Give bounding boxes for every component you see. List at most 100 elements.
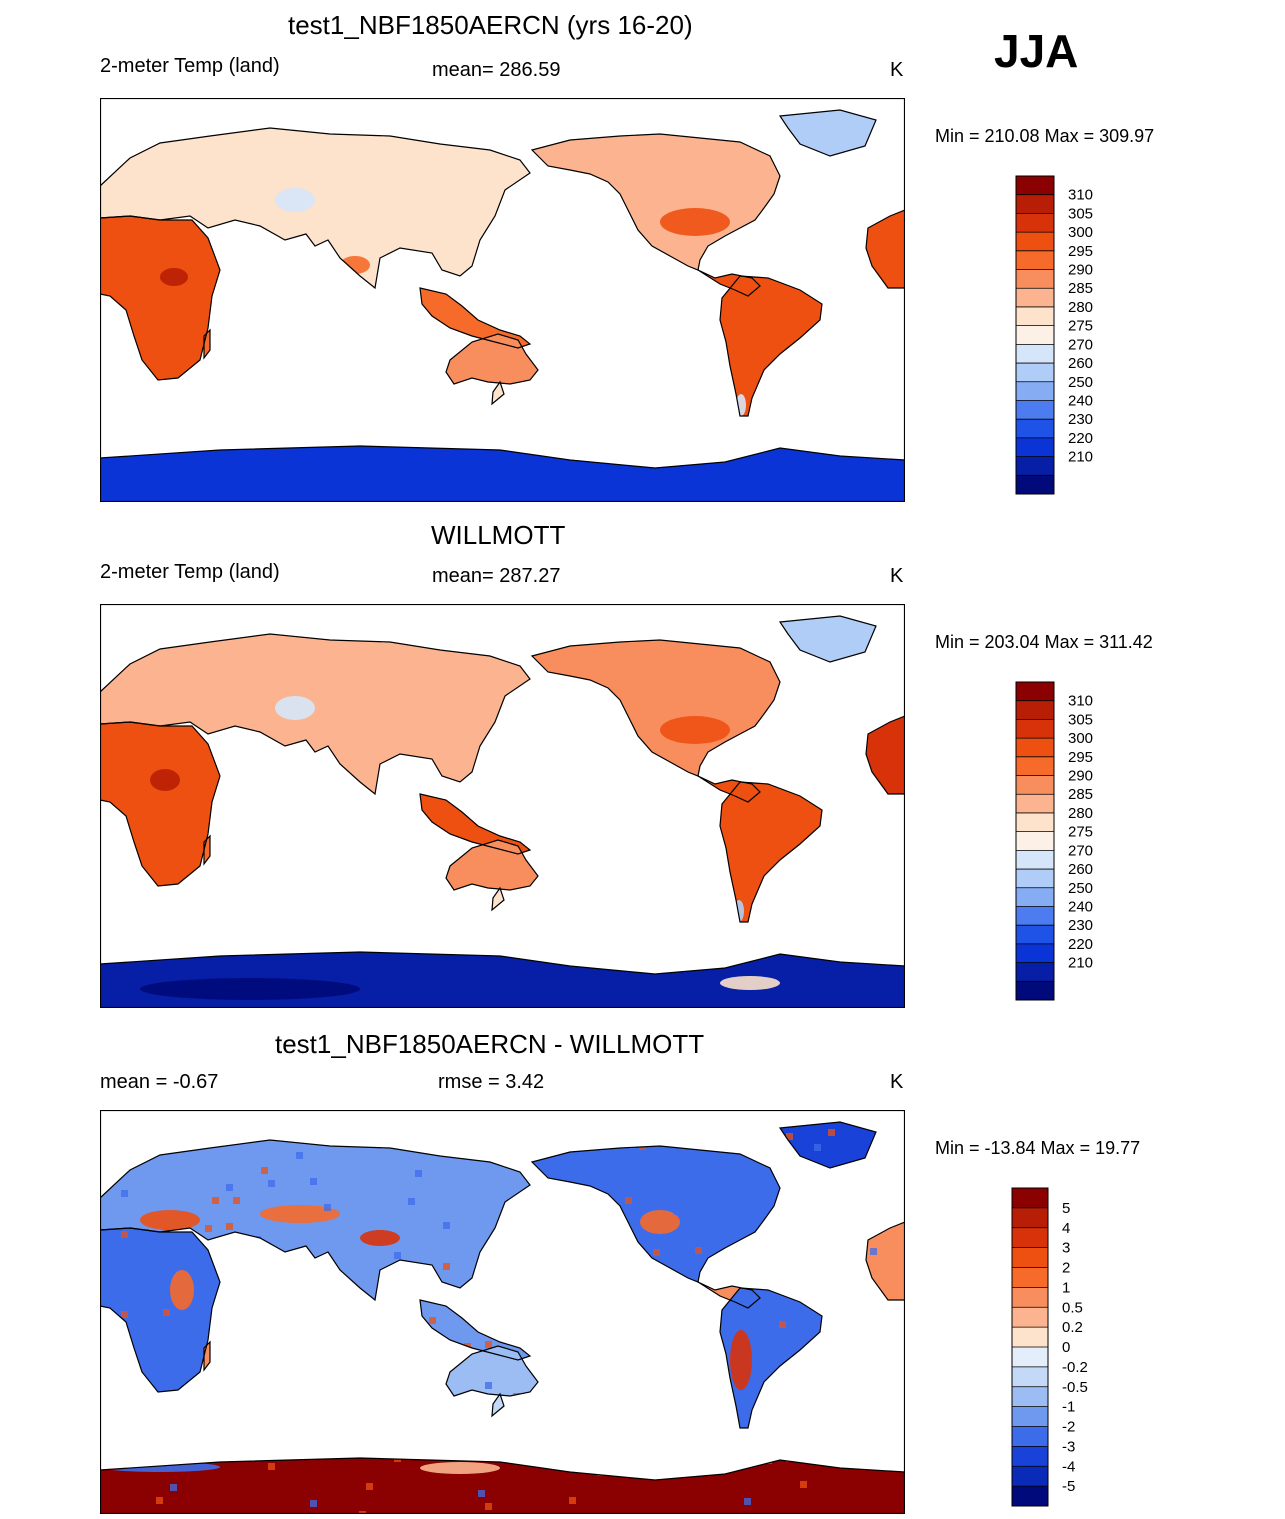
colorbar-swatch bbox=[1016, 325, 1054, 345]
field-blotch bbox=[160, 268, 188, 286]
panel3-minmax: Min = -13.84 Max = 19.77 bbox=[935, 1138, 1141, 1158]
colorbar-swatch bbox=[1016, 831, 1054, 851]
australia-fill bbox=[446, 840, 538, 890]
colorbar-swatch bbox=[1016, 306, 1054, 327]
colorbar-label: 300 bbox=[1068, 224, 1093, 241]
grid-cell bbox=[429, 1317, 436, 1324]
grid-cell bbox=[443, 1263, 450, 1270]
colorbar-frame bbox=[1015, 681, 1055, 1001]
colorbar-label: 230 bbox=[1068, 411, 1093, 428]
nz-fill bbox=[492, 382, 504, 404]
colorbar-swatch bbox=[1016, 906, 1054, 926]
africa-fill bbox=[100, 1228, 220, 1392]
grid-cell bbox=[268, 1180, 275, 1187]
panel2-minmax: Min = 203.04 Max = 311.42 bbox=[935, 632, 1153, 652]
colorbar-label: 2 bbox=[1062, 1260, 1070, 1277]
colorbar-swatch bbox=[1016, 775, 1054, 795]
colorbar-label: 305 bbox=[1068, 711, 1093, 728]
nz-fill bbox=[492, 888, 504, 910]
colorbar-swatch bbox=[1016, 475, 1054, 495]
grid-cell bbox=[597, 1186, 604, 1193]
colorbar-label: 260 bbox=[1068, 355, 1093, 372]
panel1-units: K bbox=[890, 59, 904, 81]
colorbar-swatch bbox=[1016, 437, 1054, 458]
map-frame bbox=[100, 98, 905, 502]
colorbar-swatch bbox=[1012, 1366, 1048, 1388]
field-blotch bbox=[275, 188, 315, 212]
colorbar-swatch bbox=[1016, 812, 1054, 833]
field-blotch bbox=[260, 1205, 340, 1223]
field-blotch bbox=[150, 769, 180, 791]
iberia_right-fill bbox=[866, 210, 905, 288]
colorbar-swatch bbox=[1016, 869, 1054, 889]
colorbar-label: 270 bbox=[1068, 336, 1093, 353]
iberia_right-coastline bbox=[865, 1221, 905, 1301]
seasia-coastline bbox=[419, 1299, 532, 1361]
eurasia-fill bbox=[100, 128, 530, 288]
samerica-coastline bbox=[719, 275, 823, 417]
grid-cell bbox=[310, 1178, 317, 1185]
antarctica-detail bbox=[140, 976, 780, 1000]
colorbar-swatch bbox=[1016, 363, 1054, 383]
colorbar-label: 220 bbox=[1068, 936, 1093, 953]
grid-cell bbox=[394, 1252, 401, 1259]
field-blotch bbox=[420, 1462, 500, 1474]
camerica-coastline bbox=[697, 775, 761, 803]
namerica-detail bbox=[660, 716, 730, 744]
nz-coastline bbox=[491, 886, 505, 912]
seasia-coastline bbox=[419, 287, 532, 349]
colorbar-label: 290 bbox=[1068, 768, 1093, 785]
greenland-coastline bbox=[778, 1121, 877, 1169]
colorbar-swatch bbox=[1012, 1406, 1048, 1427]
antarctica-coastline bbox=[100, 445, 905, 469]
colorbar-swatch bbox=[1016, 794, 1054, 814]
samerica-fill bbox=[720, 782, 822, 922]
madagascar-coastline bbox=[203, 1340, 211, 1372]
iberia_right-detail bbox=[870, 1248, 877, 1255]
colorbar-frame bbox=[1015, 175, 1055, 495]
panel2-units: K bbox=[890, 565, 904, 587]
namerica-fill bbox=[532, 134, 780, 270]
colorbar-label: 305 bbox=[1068, 205, 1093, 222]
colorbar-swatch bbox=[1016, 269, 1054, 289]
colorbar-swatch bbox=[1016, 738, 1054, 758]
australia-coastline bbox=[445, 1345, 539, 1397]
colorbar-label: 275 bbox=[1068, 318, 1093, 335]
grid-cell bbox=[485, 1382, 492, 1389]
colorbar-label: -4 bbox=[1062, 1458, 1075, 1475]
grid-cell bbox=[786, 1334, 793, 1341]
colorbar-swatch bbox=[1016, 344, 1054, 364]
grid-cell bbox=[261, 1167, 268, 1174]
grid-cell bbox=[786, 1133, 793, 1140]
panel3-title: test1_NBF1850AERCN - WILLMOTT bbox=[275, 1029, 705, 1059]
greenland-coastline bbox=[778, 615, 877, 663]
colorbar-label: -1 bbox=[1062, 1399, 1075, 1416]
grid-cell bbox=[569, 1497, 576, 1504]
colorbar-label: 290 bbox=[1068, 262, 1093, 279]
grid-cell bbox=[674, 1208, 681, 1215]
greenland-coastline bbox=[778, 109, 877, 157]
grid-cell bbox=[695, 1247, 702, 1254]
colorbar-swatch bbox=[1016, 419, 1054, 439]
samerica-coastline bbox=[719, 1287, 823, 1429]
grid-cell bbox=[653, 1249, 660, 1256]
namerica-coastline bbox=[530, 133, 781, 271]
colorbar-swatch bbox=[1016, 850, 1054, 870]
colorbar-label: 250 bbox=[1068, 374, 1093, 391]
season-label: JJA bbox=[994, 25, 1079, 77]
africa-fill bbox=[100, 216, 220, 380]
namerica-fill bbox=[532, 640, 780, 776]
colorbar-label: 280 bbox=[1068, 805, 1093, 822]
colorbar-label: 250 bbox=[1068, 880, 1093, 897]
africa-fill bbox=[100, 722, 220, 886]
grid-cell bbox=[205, 1225, 212, 1232]
antarctica-fill bbox=[100, 1458, 905, 1514]
greenland-fill bbox=[780, 110, 876, 156]
panel3-map bbox=[100, 1110, 905, 1514]
grid-cell bbox=[366, 1483, 373, 1490]
panel2-variable: 2-meter Temp (land) bbox=[100, 561, 280, 583]
colorbar-label: 260 bbox=[1068, 861, 1093, 878]
antarctica-coastline bbox=[100, 1457, 905, 1481]
nz-coastline bbox=[491, 1392, 505, 1418]
panel3-colorbar: 5 4 3 2 1 0.5 0.2 0 -0.2 -0.5 -1 -2 -3 -4 -5 bbox=[1011, 1187, 1088, 1507]
